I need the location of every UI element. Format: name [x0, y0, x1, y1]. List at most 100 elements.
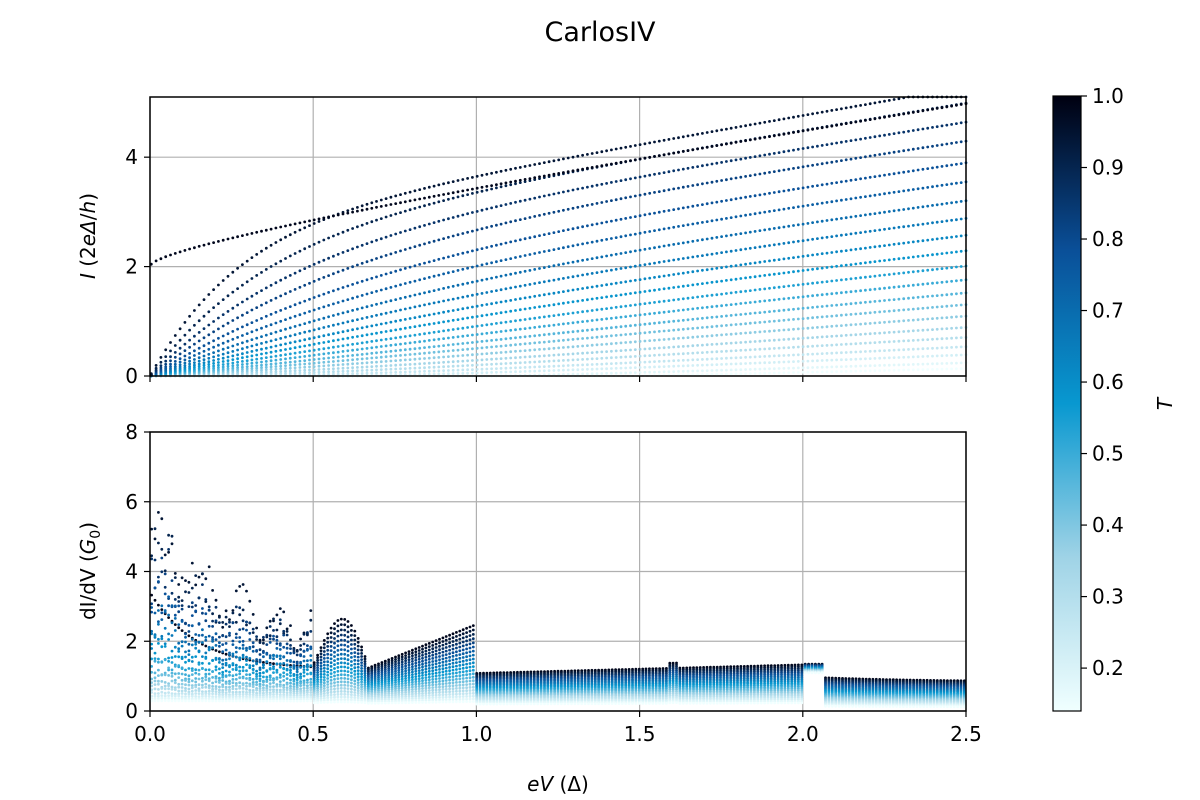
- iv-point: [681, 369, 685, 373]
- didv-point: [465, 639, 468, 643]
- iv-point: [763, 171, 767, 175]
- didv-point: [441, 643, 445, 647]
- iv-point: [950, 336, 953, 340]
- iv-point: [820, 110, 824, 114]
- iv-point: [499, 351, 503, 354]
- didv-point: [441, 647, 445, 650]
- iv-point: [911, 206, 915, 210]
- iv-point: [451, 216, 455, 219]
- didv-point: [251, 645, 255, 649]
- didv-point: [184, 579, 187, 582]
- iv-series: [149, 161, 968, 377]
- iv-point: [926, 108, 930, 112]
- iv-point: [748, 123, 752, 127]
- iv-point: [638, 231, 642, 235]
- iv-point: [586, 166, 589, 170]
- iv-point: [475, 358, 479, 362]
- didv-point: [262, 638, 265, 642]
- iv-point: [394, 367, 398, 371]
- iv-point: [327, 333, 330, 337]
- iv-point: [643, 263, 647, 266]
- iv-point: [959, 367, 963, 371]
- iv-point: [916, 329, 920, 332]
- iv-point: [442, 287, 445, 290]
- iv-point: [782, 271, 786, 275]
- iv-point: [346, 209, 350, 213]
- iv-point: [576, 368, 580, 372]
- iv-point: [456, 190, 460, 194]
- didv-point: [380, 669, 384, 672]
- iv-point: [897, 368, 901, 372]
- iv-point: [586, 319, 589, 323]
- iv-point: [657, 275, 661, 279]
- iv-point: [518, 218, 522, 222]
- iv-point: [677, 298, 680, 301]
- iv-point: [701, 132, 704, 135]
- iv-point: [322, 316, 326, 320]
- iv-point: [633, 323, 637, 327]
- iv-point: [451, 360, 455, 364]
- didv-point: [214, 619, 218, 623]
- iv-point: [892, 368, 896, 372]
- iv-point: [399, 268, 402, 272]
- didv-point: [272, 637, 275, 641]
- iv-point: [734, 249, 738, 252]
- didv-point: [329, 636, 333, 639]
- iv-point: [269, 365, 273, 369]
- iv-point: [298, 301, 302, 305]
- iv-point: [734, 372, 738, 376]
- iv-point: [705, 131, 709, 134]
- iv-point: [777, 319, 781, 323]
- iv-point: [418, 197, 422, 201]
- iv-point: [729, 159, 733, 163]
- iv-point: [820, 162, 824, 166]
- iv-point: [744, 301, 747, 305]
- iv-point: [284, 342, 287, 346]
- didv-point: [167, 533, 171, 537]
- didv-point: [153, 598, 157, 602]
- iv-point: [264, 246, 268, 250]
- iv-point: [159, 257, 163, 261]
- iv-point: [169, 362, 172, 366]
- iv-point: [887, 286, 891, 290]
- didv-point: [404, 651, 407, 655]
- iv-point: [423, 291, 426, 295]
- iv-point: [825, 344, 829, 347]
- didv-point: [468, 638, 472, 642]
- iv-point: [557, 346, 561, 350]
- iv-point: [820, 280, 824, 284]
- iv-point: [590, 285, 594, 289]
- iv-point: [495, 357, 498, 361]
- iv-point: [926, 306, 930, 310]
- iv-point: [365, 222, 369, 225]
- iv-point: [241, 356, 244, 360]
- iv-point: [753, 173, 757, 177]
- iv-point: [883, 227, 886, 231]
- iv-point: [720, 368, 723, 372]
- iv-point: [605, 371, 608, 375]
- iv-point: [581, 273, 584, 277]
- didv-point: [438, 644, 441, 648]
- didv-point: [329, 640, 333, 644]
- iv-point: [264, 351, 268, 355]
- iv-point: [370, 332, 374, 336]
- iv-point: [346, 358, 350, 362]
- iv-point: [437, 288, 441, 291]
- iv-point: [332, 314, 335, 317]
- iv-point: [744, 331, 747, 335]
- iv-point: [681, 167, 685, 171]
- didv-point: [319, 655, 323, 659]
- iv-point: [379, 364, 383, 368]
- didv-point: [363, 664, 367, 668]
- iv-point: [681, 364, 685, 368]
- iv-point: [447, 349, 450, 353]
- iv-point: [303, 368, 307, 372]
- iv-point: [672, 345, 676, 349]
- iv-point: [705, 350, 709, 354]
- didv-point: [319, 658, 323, 662]
- iv-point: [801, 306, 805, 310]
- iv-point: [264, 365, 268, 369]
- iv-point: [456, 354, 460, 358]
- iv-point: [370, 240, 374, 244]
- iv-point: [883, 340, 886, 344]
